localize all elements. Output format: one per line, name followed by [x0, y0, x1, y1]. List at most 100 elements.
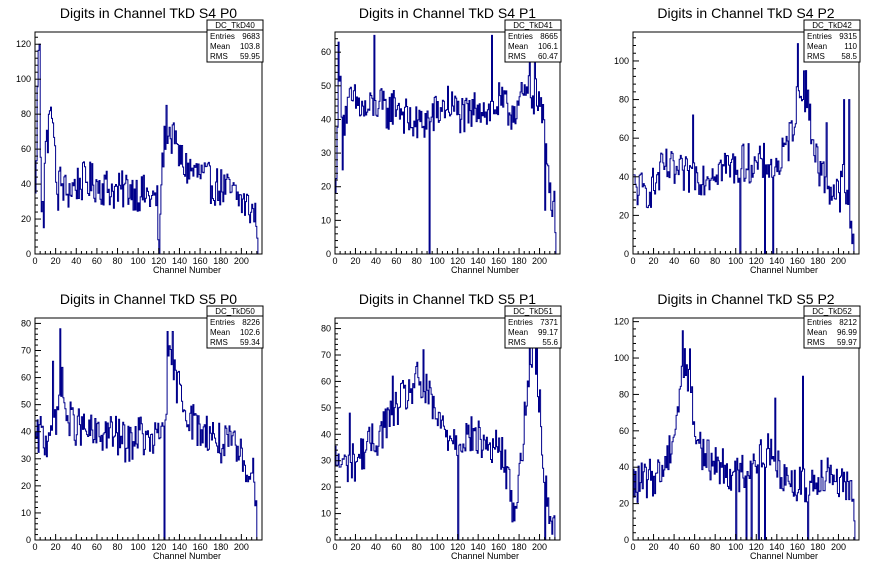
stats-label-rms: RMS: [508, 52, 526, 61]
x-axis-label: Channel Number: [750, 265, 818, 275]
x-tick-label: 80: [710, 542, 720, 552]
x-tick-label: 20: [51, 542, 61, 552]
y-tick-label: 50: [321, 403, 331, 413]
histogram-series-line: [34, 43, 259, 255]
x-tick-label: 80: [412, 542, 422, 552]
stats-box-frame: [206, 305, 264, 349]
stats-box-frame: [504, 305, 562, 349]
stats-label-entries: Entries: [508, 318, 533, 327]
y-tick-label: 80: [619, 389, 629, 399]
stats-box: DC_TkD41 Entries 8665 Mean 106.1 RMS 60.47: [504, 19, 562, 63]
y-tick-label: 20: [619, 210, 629, 220]
x-tick-label: 100: [728, 542, 743, 552]
y-tick-label: 30: [21, 454, 31, 464]
histogram-panel: Digits in Channel TkD S4 P0 0 20 40 60 80 100 1…: [16, 5, 264, 275]
stats-box: DC_TkD52 Entries 8212 Mean 96.99 RMS 59.97: [803, 305, 861, 349]
stats-name: DC_TkD41: [513, 21, 553, 30]
stats-name: DC_TkD50: [215, 307, 255, 316]
stats-box-frame: [803, 19, 861, 63]
stats-label-mean: Mean: [807, 42, 827, 51]
chart-title: Digits in Channel TkD S5 P1: [359, 291, 536, 307]
x-tick-label: 160: [491, 542, 506, 552]
x-tick-label: 60: [690, 542, 700, 552]
x-tick-label: 40: [71, 256, 81, 266]
histogram-series-line: [632, 43, 855, 255]
stats-label-mean: Mean: [508, 328, 528, 337]
x-tick-label: 180: [810, 542, 825, 552]
stats-value-mean: 106.1: [538, 42, 559, 51]
x-tick-label: 180: [512, 256, 527, 266]
y-tick-label: 80: [21, 318, 31, 328]
y-tick-label: 100: [614, 353, 629, 363]
y-tick-label: 0: [26, 535, 31, 545]
histogram-panel: Digits in Channel TkD S4 P10 20 40 60 80 100 1…: [321, 5, 562, 275]
y-tick-label: 40: [321, 114, 331, 124]
x-tick-label: 120: [749, 256, 764, 266]
stats-label-entries: Entries: [210, 32, 235, 41]
stats-name: DC_TkD52: [812, 307, 852, 316]
stats-box-frame: [803, 305, 861, 349]
stats-label-rms: RMS: [210, 338, 228, 347]
x-tick-label: 40: [669, 256, 679, 266]
chart-title: Digits in Channel TkD S5 P2: [657, 291, 834, 307]
x-tick-label: 200: [532, 256, 547, 266]
chart-title: Digits in Channel TkD S4 P1: [359, 5, 536, 21]
x-tick-label: 80: [113, 542, 123, 552]
stats-label-entries: Entries: [508, 32, 533, 41]
y-tick-label: 0: [26, 249, 31, 259]
x-tick-label: 80: [710, 256, 720, 266]
stats-label-entries: Entries: [807, 318, 832, 327]
plot-frame: [34, 31, 263, 255]
stats-label-entries: Entries: [807, 32, 832, 41]
y-tick-label: 60: [619, 426, 629, 436]
y-tick-label: 120: [16, 39, 31, 49]
y-tick-label: 0: [326, 535, 331, 545]
y-tick-label: 60: [321, 47, 331, 57]
stats-box: DC_TkD50 Entries 8226 Mean 102.6 RMS 59.34: [206, 305, 264, 349]
x-tick-label: 180: [213, 542, 228, 552]
x-tick-label: 200: [532, 542, 547, 552]
y-tick-label: 20: [321, 182, 331, 192]
stats-name: DC_TkD51: [513, 307, 553, 316]
stats-box-frame: [504, 19, 562, 63]
stats-value-rms: 59.34: [240, 338, 261, 347]
x-tick-label: 160: [193, 256, 208, 266]
x-axis-label: Channel Number: [451, 551, 519, 561]
y-tick-label: 40: [21, 427, 31, 437]
y-tick-label: 20: [619, 499, 629, 509]
x-tick-label: 140: [471, 542, 486, 552]
stats-value-entries: 8226: [242, 318, 260, 327]
x-tick-label: 20: [350, 256, 360, 266]
stats-label-mean: Mean: [210, 42, 230, 51]
stats-value-mean: 99.17: [538, 328, 559, 337]
x-tick-label: 180: [512, 542, 527, 552]
x-tick-label: 180: [213, 256, 228, 266]
y-tick-label: 30: [321, 456, 331, 466]
x-tick-label: 60: [92, 256, 102, 266]
y-tick-label: 60: [619, 133, 629, 143]
x-tick-label: 160: [790, 542, 805, 552]
x-tick-label: 60: [391, 256, 401, 266]
stats-value-mean: 96.99: [837, 328, 858, 337]
y-tick-label: 0: [326, 249, 331, 259]
y-tick-label: 40: [619, 172, 629, 182]
x-tick-label: 160: [193, 542, 208, 552]
x-tick-label: 20: [350, 542, 360, 552]
y-tick-label: 10: [321, 215, 331, 225]
histogram-series-line: [334, 34, 557, 255]
x-tick-label: 100: [131, 256, 146, 266]
y-tick-label: 60: [321, 376, 331, 386]
y-tick-label: 20: [321, 482, 331, 492]
stats-value-mean: 103.8: [240, 42, 261, 51]
y-tick-label: 10: [21, 508, 31, 518]
y-tick-label: 80: [321, 324, 331, 334]
stats-value-entries: 7371: [540, 318, 558, 327]
x-tick-label: 140: [172, 542, 187, 552]
stats-label-rms: RMS: [807, 52, 825, 61]
x-tick-label: 40: [71, 542, 81, 552]
stats-value-mean: 102.6: [240, 328, 261, 337]
stats-label-mean: Mean: [210, 328, 230, 337]
stats-label-entries: Entries: [210, 318, 235, 327]
